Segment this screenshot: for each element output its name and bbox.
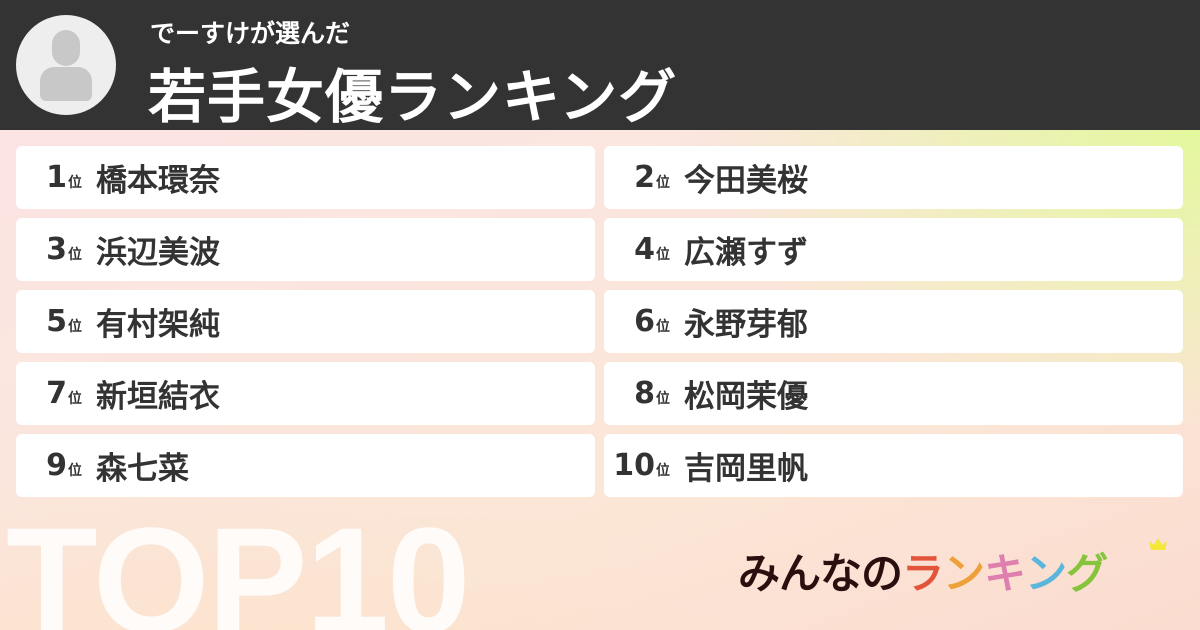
rank-number: 1 <box>46 160 67 195</box>
rank-suffix: 位 <box>68 391 82 407</box>
rank-number: 5 <box>46 304 67 339</box>
ranking-item[interactable]: 5 位有村架純 <box>16 290 595 353</box>
logo: みんなの ラ ン キ ン グ <box>738 540 1108 601</box>
rank-suffix: 位 <box>68 175 82 191</box>
rank-suffix: 位 <box>656 463 670 479</box>
rank-suffix: 位 <box>68 463 82 479</box>
subtitle: でーすけが選んだ <box>150 19 351 48</box>
rank-number: 10 <box>613 448 655 483</box>
crown-icon <box>1149 538 1167 550</box>
logo-part: ン <box>1025 549 1067 598</box>
item-name: 永野芽郁 <box>684 307 808 343</box>
item-name: 森七菜 <box>96 451 189 487</box>
item-name: 松岡茉優 <box>684 379 808 415</box>
logo-part: みんなの <box>738 549 903 598</box>
rank-suffix: 位 <box>68 247 82 263</box>
item-name: 広瀬すず <box>684 235 808 271</box>
ranking-item[interactable]: 2 位今田美桜 <box>604 146 1183 209</box>
ranking-item[interactable]: 6 位永野芽郁 <box>604 290 1183 353</box>
page-title: 若手女優ランキング <box>148 63 678 131</box>
rank-suffix: 位 <box>656 175 670 191</box>
rank-label: 10 位 <box>604 448 684 483</box>
rank-number: 3 <box>46 232 67 267</box>
rank-suffix: 位 <box>68 319 82 335</box>
user-icon-head <box>52 30 80 66</box>
item-name: 今田美桜 <box>684 163 808 199</box>
avatar <box>16 15 116 115</box>
ranking-item[interactable]: 4 位広瀬すず <box>604 218 1183 281</box>
item-name: 吉岡里帆 <box>684 451 808 487</box>
item-name: 橋本環奈 <box>96 163 220 199</box>
logo-part: ラ <box>902 549 944 598</box>
top10-badge: TOP10 <box>6 496 470 630</box>
item-name: 浜辺美波 <box>96 235 220 271</box>
header: でーすけが選んだ 若手女優ランキング <box>0 0 1200 131</box>
rank-number: 8 <box>634 376 655 411</box>
logo-part: キ <box>984 549 1026 598</box>
ranking-item[interactable]: 7 位新垣結衣 <box>16 362 595 425</box>
rank-suffix: 位 <box>656 391 670 407</box>
user-icon-body <box>40 67 92 101</box>
ranking-item[interactable]: 9 位森七菜 <box>16 434 595 497</box>
ranking-item[interactable]: 1 位橋本環奈 <box>16 146 595 209</box>
logo-part: ン <box>943 549 985 598</box>
rank-number: 9 <box>46 448 67 483</box>
rank-number: 4 <box>634 232 655 267</box>
ranking-item[interactable]: 8 位松岡茉優 <box>604 362 1183 425</box>
rank-number: 7 <box>46 376 67 411</box>
logo-part: グ <box>1066 549 1108 598</box>
ranking-item[interactable]: 3 位浜辺美波 <box>16 218 595 281</box>
item-name: 新垣結衣 <box>96 379 220 415</box>
rank-number: 6 <box>634 304 655 339</box>
item-name: 有村架純 <box>96 307 220 343</box>
rank-suffix: 位 <box>656 247 670 263</box>
ranking-item[interactable]: 10 位吉岡里帆 <box>604 434 1183 497</box>
rank-suffix: 位 <box>656 319 670 335</box>
rank-number: 2 <box>634 160 655 195</box>
